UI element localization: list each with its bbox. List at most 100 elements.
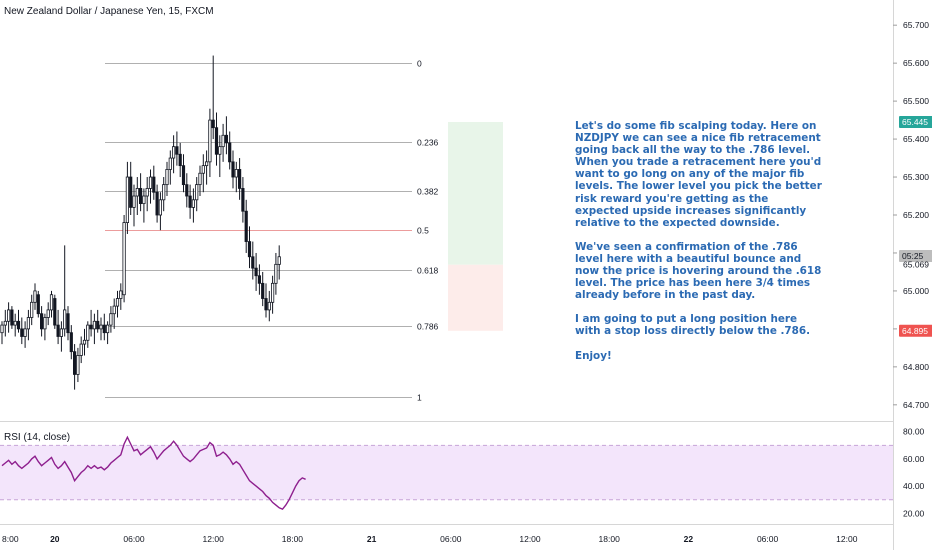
time-tick-label: 8:00 [2, 534, 19, 544]
candle-body [115, 298, 120, 307]
candle-body [56, 324, 60, 337]
long-position-tool[interactable] [448, 121, 503, 331]
candle-body [261, 282, 265, 299]
candle-body [0, 324, 4, 334]
candle-body [191, 199, 195, 208]
candle-body [264, 298, 268, 311]
price-tick-label: 64.700 [903, 400, 929, 410]
grid-lines [0, 0, 894, 550]
time-tick-label: 21 [367, 534, 377, 544]
candle-body [46, 309, 50, 318]
candle-body [181, 165, 186, 186]
candle-body [247, 241, 252, 258]
rsi-tick-label: 20.00 [903, 508, 925, 518]
rsi-band [0, 445, 893, 500]
time-tick-label: 12:00 [519, 534, 541, 544]
candle-body [76, 355, 80, 375]
last-price-label: 65.069 [903, 260, 929, 270]
annotation-paragraph: Let's do some fib scalping today. Here o… [575, 120, 822, 229]
candle-body [211, 119, 215, 129]
price-tick-label: 65.700 [903, 20, 929, 30]
fib-retracement-tool[interactable]: 0 0.236 0.382 0.5 0.618 0.786 1 [105, 59, 439, 403]
candle-body [198, 172, 202, 186]
candle-body [274, 263, 278, 284]
candle-body [162, 184, 166, 201]
candle-body [158, 199, 162, 216]
time-tick-label: 12:00 [836, 534, 858, 544]
time-tick-label: 18:00 [282, 534, 304, 544]
rsi-title: RSI (14, close) [4, 432, 70, 443]
rsi-indicator-pane[interactable] [0, 435, 893, 511]
candle-body [267, 301, 271, 311]
candle-body [125, 176, 129, 223]
time-tick-label: 06:00 [123, 534, 145, 544]
candle-body [277, 256, 281, 265]
fib-level-label: 0 [417, 59, 422, 69]
candle-body [36, 294, 40, 315]
loss-zone [448, 264, 503, 331]
annotation-paragraph: Enjoy! [575, 349, 612, 362]
candle-body [20, 328, 24, 337]
candle-body [231, 161, 235, 178]
candle-body [89, 324, 93, 330]
fib-level-label: 0.382 [417, 187, 439, 197]
time-tick-label: 06:00 [757, 534, 779, 544]
target-price-label: 65.445 [902, 117, 928, 127]
fib-level-label: 0.236 [417, 138, 439, 148]
candle-body [142, 195, 146, 205]
price-tick-label: 65.500 [903, 96, 929, 106]
candle-body [13, 320, 17, 326]
candle-body [106, 324, 110, 334]
time-tick-label: 12:00 [203, 534, 225, 544]
time-tick-label: 20 [50, 534, 60, 544]
rsi-tick-label: 40.00 [903, 481, 925, 491]
candle-body [224, 134, 228, 144]
candle-body [145, 188, 149, 197]
time-tick-label: 06:00 [440, 534, 462, 544]
fib-level-label: 0.618 [417, 266, 439, 276]
candle-body [241, 188, 245, 212]
candle-body [63, 309, 67, 330]
candle-body [148, 176, 153, 189]
candle-body [16, 320, 21, 330]
price-tick-label: 64.800 [903, 362, 929, 372]
candle-body [208, 119, 212, 163]
candle-body [135, 188, 139, 197]
candle-body [195, 184, 199, 201]
candle-body [129, 176, 133, 208]
candle-body [165, 169, 169, 186]
candlestick-series [0, 55, 281, 390]
candle-body [122, 222, 126, 296]
candle-body [138, 188, 143, 205]
candle-body [244, 210, 248, 242]
candle-body [69, 332, 73, 353]
candle-body [73, 351, 77, 375]
countdown-label-bg [899, 250, 932, 262]
candle-body [221, 134, 225, 148]
candle-body [251, 256, 255, 269]
candle-body [152, 176, 156, 193]
candle-body [82, 339, 87, 345]
candle-body [119, 290, 123, 299]
price-tick-label: 65.400 [903, 134, 929, 144]
candle-body [175, 146, 179, 155]
annotation-paragraph: I am going to put a long position here w… [575, 313, 811, 338]
candle-body [26, 317, 31, 330]
fib-level-label: 1 [417, 393, 422, 403]
candle-body [234, 169, 238, 178]
candle-body [59, 328, 64, 337]
candle-body [86, 324, 90, 341]
candle-body [228, 142, 232, 163]
candle-body [92, 320, 96, 330]
candle-body [7, 309, 11, 322]
candle-body [188, 195, 192, 208]
candle-body [49, 294, 54, 311]
trade-idea-annotation: Let's do some fib scalping today. Here o… [575, 120, 825, 374]
stop-price-label: 64.895 [902, 326, 928, 336]
candle-body [33, 290, 37, 303]
candle-body [171, 146, 176, 159]
rsi-tick-label: 80.00 [903, 427, 925, 437]
time-tick-label: 18:00 [599, 534, 621, 544]
candle-body [30, 301, 34, 318]
